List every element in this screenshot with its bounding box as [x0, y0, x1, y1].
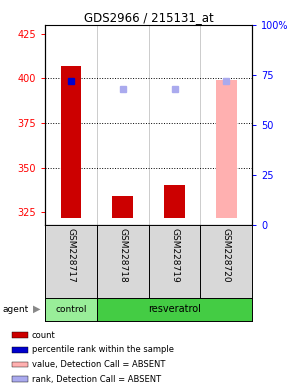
Text: percentile rank within the sample: percentile rank within the sample	[32, 345, 174, 354]
Text: GSM228718: GSM228718	[118, 228, 127, 283]
Bar	[216, 80, 237, 217]
Text: control: control	[55, 305, 87, 314]
Text: ▶: ▶	[32, 304, 40, 314]
Bar	[12, 376, 28, 382]
Text: agent: agent	[3, 305, 29, 314]
Bar	[12, 347, 28, 353]
Text: count: count	[32, 331, 56, 340]
Text: GSM228719: GSM228719	[170, 228, 179, 283]
Bar	[12, 362, 28, 367]
Bar	[61, 66, 81, 217]
Text: value, Detection Call = ABSENT: value, Detection Call = ABSENT	[32, 360, 165, 369]
Text: rank, Detection Call = ABSENT: rank, Detection Call = ABSENT	[32, 375, 161, 384]
Text: GSM228720: GSM228720	[222, 228, 231, 283]
Bar	[45, 298, 97, 321]
Title: GDS2966 / 215131_at: GDS2966 / 215131_at	[84, 11, 213, 24]
Bar	[12, 332, 28, 338]
Bar	[164, 185, 185, 217]
Bar	[112, 196, 133, 217]
Bar	[97, 298, 252, 321]
Text: resveratrol: resveratrol	[148, 304, 201, 314]
Text: GSM228717: GSM228717	[66, 228, 75, 283]
